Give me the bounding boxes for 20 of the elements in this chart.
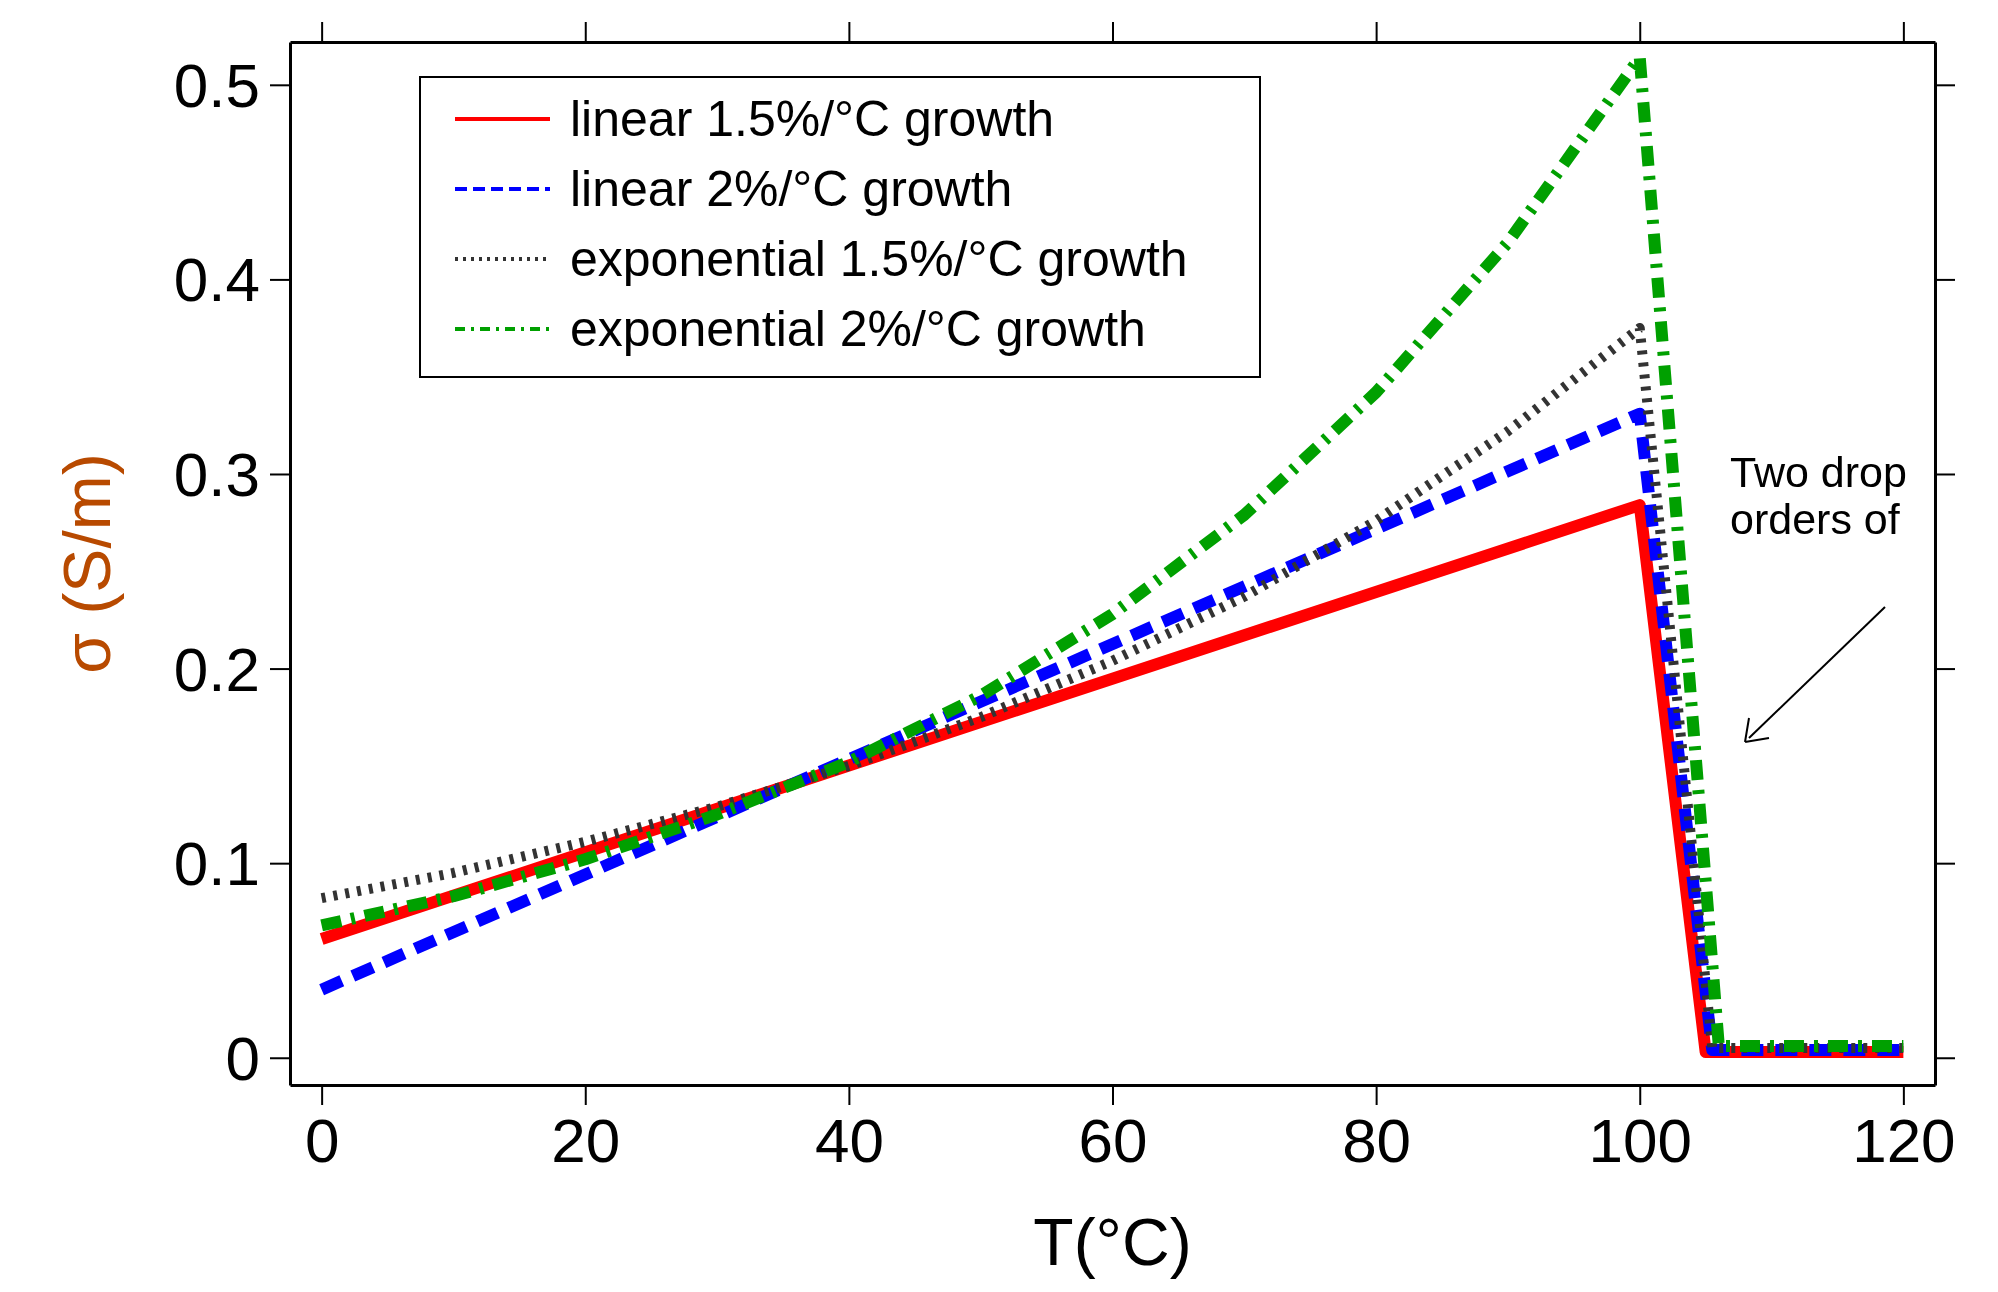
x-tick-label: 80 <box>1342 1105 1412 1175</box>
x-tick-label: 40 <box>814 1105 884 1175</box>
x-tick-label: 20 <box>551 1105 621 1175</box>
x-tick-label: 0 <box>304 1105 340 1175</box>
y-tick-label: 0.4 <box>173 245 260 315</box>
y-tick-label: 0.5 <box>173 50 260 120</box>
y-tick-label: 0.1 <box>173 829 260 899</box>
legend-label: linear 1.5%/°C growth <box>570 91 1055 147</box>
annotation: Two drop orders of <box>1730 448 1907 544</box>
y-tick-label: 0.2 <box>173 634 260 704</box>
x-axis-title: T(°C) <box>1033 1205 1192 1279</box>
legend-label: linear 2%/°C growth <box>570 161 1013 217</box>
x-tick-label: 100 <box>1588 1105 1692 1175</box>
y-tick-label: 0 <box>225 1023 260 1093</box>
x-tick-label: 60 <box>1078 1105 1148 1175</box>
x-tick-label: 120 <box>1852 1105 1956 1175</box>
y-axis-title: σ (S/m) <box>50 453 124 674</box>
legend-label: exponential 1.5%/°C growth <box>570 231 1188 287</box>
y-tick-label: 0.3 <box>173 439 260 509</box>
legend-label: exponential 2%/°C growth <box>570 301 1146 357</box>
